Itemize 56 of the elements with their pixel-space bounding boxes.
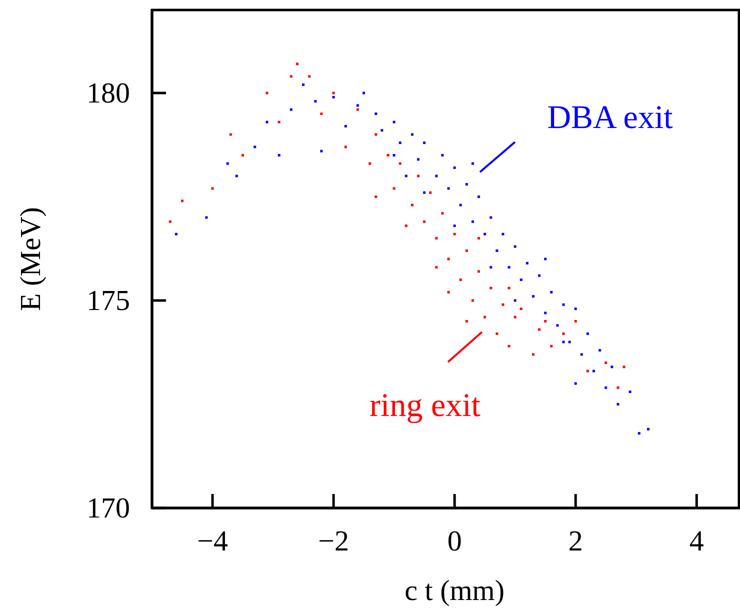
point (181, 200, 184, 202)
point (520, 308, 522, 310)
point (622, 366, 626, 368)
point (266, 92, 268, 94)
point (586, 370, 589, 372)
point (447, 258, 450, 260)
point (404, 224, 408, 228)
point (308, 75, 311, 78)
point (490, 286, 492, 290)
point (616, 386, 620, 389)
point (532, 353, 534, 356)
point (374, 133, 378, 136)
point (478, 270, 480, 273)
point (211, 187, 214, 190)
y-axis-title: E (MeV) (15, 207, 47, 311)
point (484, 316, 486, 318)
point (435, 266, 438, 269)
point (332, 92, 335, 94)
x-tick-label: 2 (568, 526, 583, 558)
point (496, 332, 498, 335)
point (278, 120, 280, 124)
point (423, 220, 426, 223)
point (562, 332, 565, 335)
y-tick-label: 175 (86, 284, 130, 317)
point (229, 133, 232, 136)
point (410, 204, 414, 206)
legend-label: ring exit (370, 388, 480, 424)
point (392, 187, 396, 190)
x-tick-label: 4 (689, 526, 704, 558)
point (429, 191, 432, 194)
point (502, 303, 504, 306)
point (508, 286, 510, 290)
point (441, 212, 444, 215)
point (344, 146, 347, 148)
point (296, 62, 298, 66)
point (550, 344, 553, 348)
text: DBA exit (547, 100, 673, 136)
point (168, 220, 172, 223)
x-tick-label: −2 (318, 526, 349, 558)
point (514, 316, 516, 318)
point (471, 299, 474, 302)
point (368, 162, 372, 165)
x-tick-label: −4 (197, 526, 228, 558)
x-axis-title: c t (mm) (404, 575, 505, 607)
point (417, 174, 420, 178)
x-tick-label: 0 (447, 526, 462, 558)
point (290, 75, 292, 78)
y-tick-label: 180 (86, 77, 130, 110)
point (538, 328, 541, 331)
point (465, 249, 468, 252)
point (453, 232, 456, 236)
point (356, 108, 360, 111)
point (508, 344, 510, 348)
point (447, 290, 450, 294)
y-tick-label: 170 (86, 492, 130, 524)
point (398, 162, 402, 165)
